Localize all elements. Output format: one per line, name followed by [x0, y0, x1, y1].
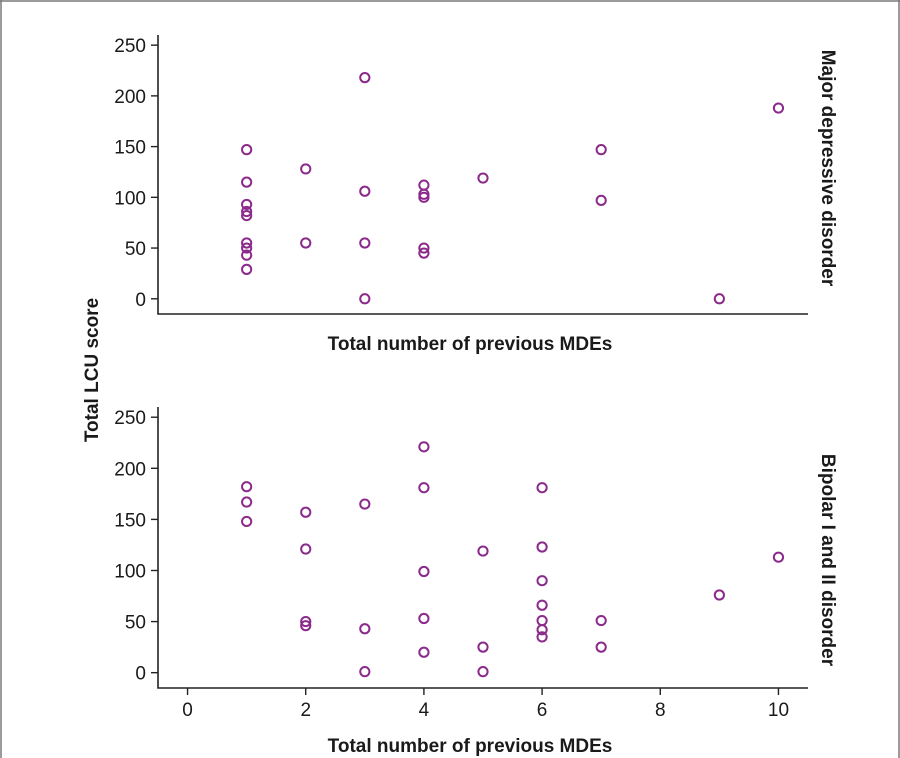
data-point: [241, 515, 253, 528]
data-point: [241, 198, 253, 211]
data-point: [418, 482, 430, 494]
data-point: [418, 646, 430, 658]
data-point: [536, 482, 548, 494]
panel-2-points: [241, 441, 785, 678]
data-point: [359, 72, 371, 84]
x-tick-label: 2: [300, 700, 311, 721]
x-tick-label: 4: [419, 700, 430, 721]
y-tick-label: 50: [125, 613, 146, 634]
panel-major-depressive-disorder: 0 50 100 150 200 250 Total number of previous…: [114, 35, 838, 355]
data-point: [300, 163, 312, 175]
data-point: [418, 242, 430, 254]
x-tick-label: 0: [182, 700, 193, 721]
data-point: [359, 498, 371, 510]
data-point: [477, 666, 489, 678]
data-point: [300, 615, 312, 628]
data-point: [595, 144, 607, 156]
panel-1-points: [241, 72, 785, 305]
shared-y-axis-title: Total LCU score: [82, 298, 103, 442]
y-tick-label: 150: [114, 138, 146, 159]
data-point: [300, 620, 312, 632]
data-point: [595, 641, 607, 653]
data-point: [536, 575, 548, 587]
data-point: [241, 176, 253, 188]
panel-2-ticks: 0 50 100 150 200 250 0 2 4 6 8 10: [114, 408, 789, 721]
data-point: [241, 237, 253, 249]
data-point: [772, 551, 785, 563]
data-point: [536, 541, 548, 553]
panel-1-x-axis-title: Total number of previous MDEs: [328, 334, 613, 355]
data-point: [241, 263, 253, 275]
data-point: [359, 237, 371, 249]
panel-2-x-axis-title: Total number of previous MDEs: [328, 736, 613, 757]
panel-1-y-ticks: 0 50 100 150 200 250: [114, 36, 158, 311]
data-point: [418, 247, 430, 259]
data-point: [300, 237, 312, 249]
data-point: [418, 441, 430, 453]
data-point: [241, 144, 253, 156]
data-point: [536, 624, 548, 636]
data-point: [477, 172, 489, 184]
data-point: [418, 191, 430, 203]
data-point: [595, 614, 607, 627]
data-point: [359, 666, 371, 678]
data-point: [241, 481, 253, 493]
panel-1-axes: [157, 35, 808, 315]
y-tick-label: 0: [135, 664, 146, 685]
y-tick-label: 200: [114, 459, 146, 480]
y-tick-label: 100: [114, 561, 146, 582]
y-tick-label: 250: [114, 408, 146, 429]
data-point: [241, 209, 253, 222]
data-point: [477, 545, 489, 557]
data-point: [536, 631, 548, 643]
data-point: [241, 242, 253, 254]
data-point: [713, 589, 725, 601]
x-tick-label: 10: [768, 700, 789, 721]
x-tick-label: 8: [655, 700, 666, 721]
data-point: [241, 205, 253, 218]
data-point: [418, 612, 430, 625]
x-tick-label: 6: [537, 700, 548, 721]
data-point: [595, 194, 607, 206]
y-tick-label: 100: [114, 188, 146, 209]
data-point: [241, 496, 253, 508]
panel-1-title: Major depressive disorder: [817, 50, 838, 287]
y-tick-label: 150: [114, 510, 146, 531]
data-point: [241, 249, 253, 261]
data-point: [300, 506, 312, 518]
data-point: [359, 623, 371, 635]
data-point: [772, 102, 785, 114]
y-tick-label: 50: [125, 239, 146, 260]
data-point: [536, 599, 548, 611]
data-point: [536, 614, 548, 627]
y-tick-label: 250: [114, 36, 146, 57]
data-point: [477, 641, 489, 653]
data-point: [418, 179, 430, 191]
panel-bipolar-disorder: 0 50 100 150 200 250 0 2 4 6 8 10 Total number of p…: [114, 407, 838, 757]
data-point: [359, 185, 371, 197]
data-point: [713, 293, 725, 305]
y-tick-label: 200: [114, 87, 146, 108]
panel-2-axes: [157, 407, 808, 689]
data-point: [300, 543, 312, 555]
data-point: [418, 565, 430, 578]
y-tick-label: 0: [135, 290, 146, 311]
data-point: [359, 293, 371, 305]
panel-2-title: Bipolar I and II disorder: [817, 454, 838, 667]
